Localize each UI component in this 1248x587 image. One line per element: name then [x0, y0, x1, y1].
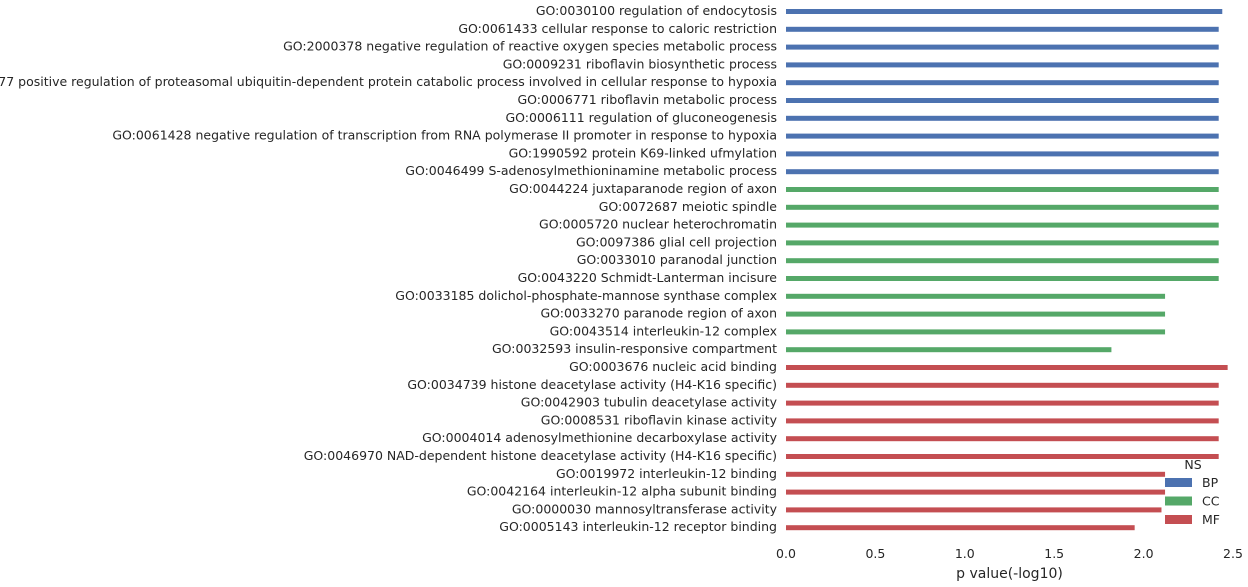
category-label: GO:0042164 interleukin-12 alpha subunit … — [467, 484, 777, 499]
category-label: GO:2000777 positive regulation of protea… — [0, 74, 777, 89]
category-label: GO:0008531 riboflavin kinase activity — [541, 412, 778, 427]
category-label: GO:0043514 interleukin-12 complex — [550, 323, 777, 338]
bar-cc — [786, 347, 1112, 353]
bar-bp — [786, 80, 1219, 86]
bar-mf — [786, 365, 1228, 370]
x-axis: 0.0 0.5 1.0 1.5 2.0 2.5 — [776, 546, 1243, 561]
category-label: GO:0006111 regulation of gluconeogenesis — [506, 110, 778, 125]
category-label: GO:0042903 tubulin deacetylase activity — [521, 395, 778, 410]
legend-swatch-cc — [1165, 496, 1192, 506]
bar-cc — [786, 240, 1219, 246]
category-label: GO:0032593 insulin-responsive compartmen… — [492, 341, 777, 356]
legend-label-bp: BP — [1202, 475, 1219, 490]
category-label: GO:0033185 dolichol-phosphate-mannose sy… — [395, 288, 777, 303]
category-label: GO:0044224 juxtaparanode region of axon — [509, 181, 777, 196]
bar-cc — [786, 222, 1219, 228]
category-label: GO:0004014 adenosylmethionine decarboxyl… — [422, 430, 777, 445]
category-label: GO:0006771 riboflavin metabolic process — [518, 92, 778, 107]
legend-label-cc: CC — [1202, 494, 1220, 509]
category-label: GO:0005143 interleukin-12 receptor bindi… — [499, 519, 777, 534]
category-label: GO:0000030 mannosyltransferase activity — [512, 501, 778, 516]
category-label: GO:0005720 nuclear heterochromatin — [539, 217, 777, 232]
x-tick-label: 0.5 — [865, 546, 885, 561]
legend-label-mf: MF — [1202, 512, 1220, 527]
category-labels: GO:0030100 regulation of endocytosis GO:0… — [0, 3, 778, 534]
x-tick-label: 1.5 — [1044, 546, 1064, 561]
category-label: GO:0046499 S-adenosylmethioninamine meta… — [405, 163, 777, 178]
category-label: GO:0009231 riboflavin biosynthetic proce… — [503, 56, 777, 71]
x-tick-label: 0.0 — [776, 546, 796, 561]
legend-swatch-mf — [1165, 515, 1192, 524]
bar-mf — [786, 382, 1219, 388]
category-label: GO:0033270 paranode region of axon — [541, 306, 778, 321]
bar-mf — [786, 525, 1135, 531]
category-label: GO:0043220 Schmidt-Lanterman incisure — [518, 270, 778, 285]
x-tick-label: 2.5 — [1223, 546, 1243, 561]
bar-bp — [786, 44, 1219, 50]
bar-mf — [786, 436, 1219, 442]
bar-bp — [786, 115, 1219, 121]
category-label: GO:0097386 glial cell projection — [576, 234, 777, 249]
x-tick-label: 1.0 — [955, 546, 975, 561]
bar-cc — [786, 204, 1219, 210]
category-label: GO:0019972 interleukin-12 binding — [556, 466, 777, 481]
category-label: GO:0072687 meiotic spindle — [599, 199, 778, 214]
bar-mf — [786, 471, 1166, 477]
bar-mf — [786, 454, 1219, 459]
bar-mf — [786, 489, 1166, 495]
bar-bp — [786, 26, 1219, 32]
bar-cc — [786, 187, 1219, 192]
bar-bp — [786, 169, 1219, 175]
category-label: GO:0033010 paranodal junction — [577, 252, 777, 267]
bar-cc — [786, 293, 1166, 299]
bar-cc — [786, 311, 1166, 317]
bar-mf — [786, 507, 1162, 513]
category-label: GO:1990592 protein K69-linked ufmylation — [509, 145, 777, 160]
category-label: GO:2000378 negative regulation of reacti… — [283, 39, 777, 54]
category-label: GO:0003676 nucleic acid binding — [569, 359, 777, 374]
category-label: GO:0034739 histone deacetylase activity … — [407, 377, 777, 392]
x-axis-title: p value(-log10) — [956, 566, 1063, 582]
bars-layer — [786, 9, 1228, 531]
bar-bp — [786, 133, 1219, 139]
legend-swatch-bp — [1165, 478, 1192, 487]
bar-bp — [786, 62, 1219, 68]
category-label: GO:0046970 NAD-dependent histone deacety… — [304, 448, 777, 463]
bar-bp — [786, 9, 1223, 14]
bar-mf — [786, 418, 1219, 424]
category-label: GO:0061428 negative regulation of transc… — [112, 128, 777, 143]
category-label: GO:0061433 cellular response to caloric … — [458, 21, 777, 36]
bar-cc — [786, 329, 1166, 335]
bar-cc — [786, 258, 1219, 264]
bar-cc — [786, 276, 1219, 281]
bar-mf — [786, 400, 1219, 406]
bar-bp — [786, 98, 1219, 103]
category-label: GO:0030100 regulation of endocytosis — [536, 3, 777, 18]
x-tick-label: 2.0 — [1134, 546, 1154, 561]
legend-title: NS — [1184, 457, 1201, 472]
bar-bp — [786, 151, 1219, 157]
